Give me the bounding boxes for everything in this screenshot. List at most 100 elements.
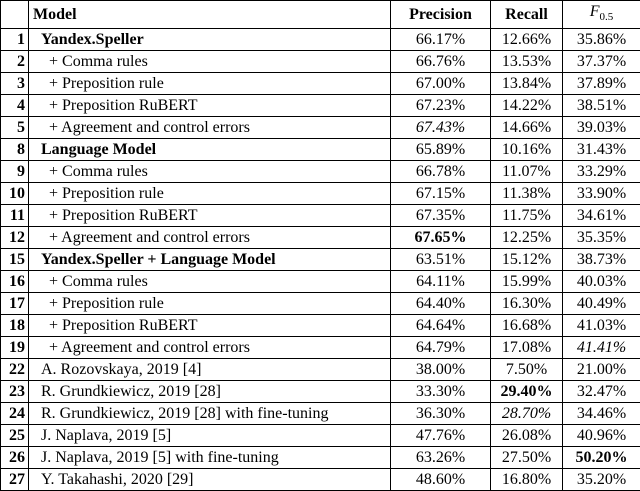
row-number: 19 [1, 337, 29, 359]
metric-value: 38.51% [563, 95, 640, 117]
header-cell: Recall [491, 1, 563, 29]
metric-value: 34.46% [563, 403, 640, 425]
model-name: Yandex.Speller + Language Model [29, 249, 391, 271]
metric-value: 12.66% [491, 29, 563, 51]
metric-value: 29.40% [491, 381, 563, 403]
model-name: Y. Takahashi, 2020 [29] [29, 469, 391, 491]
row-number: 22 [1, 359, 29, 381]
model-name: A. Rozovskaya, 2019 [4] [29, 359, 391, 381]
metric-value: 36.30% [391, 403, 491, 425]
model-name: + Preposition RuBERT [29, 205, 391, 227]
header-cell: F0.5 [563, 1, 640, 29]
metric-value: 14.66% [491, 117, 563, 139]
metric-value: 14.22% [491, 95, 563, 117]
metric-value: 16.80% [491, 469, 563, 491]
row-number: 16 [1, 271, 29, 293]
metric-value: 15.12% [491, 249, 563, 271]
model-name: + Comma rules [29, 51, 391, 73]
model-name: + Agreement and control errors [29, 117, 391, 139]
metric-value: 16.30% [491, 293, 563, 315]
metric-value: 37.89% [563, 73, 640, 95]
model-name: + Preposition RuBERT [29, 315, 391, 337]
metric-value: 37.37% [563, 51, 640, 73]
metric-value: 35.86% [563, 29, 640, 51]
metric-value: 67.65% [391, 227, 491, 249]
row-number: 27 [1, 469, 29, 491]
metric-value: 41.41% [563, 337, 640, 359]
metric-value: 67.43% [391, 117, 491, 139]
metric-value: 39.03% [563, 117, 640, 139]
model-name: J. Naplava, 2019 [5] [29, 425, 391, 447]
metric-value: 12.25% [491, 227, 563, 249]
model-name: + Preposition rule [29, 183, 391, 205]
row-number: 15 [1, 249, 29, 271]
metric-value: 40.03% [563, 271, 640, 293]
metric-symbol: F [590, 3, 600, 20]
metric-value: 32.47% [563, 381, 640, 403]
model-name: + Comma rules [29, 271, 391, 293]
header-row: Model Precision Recall F0.5 [1, 1, 640, 29]
metric-value: 47.76% [391, 425, 491, 447]
metric-value: 64.79% [391, 337, 491, 359]
row-number: 4 [1, 95, 29, 117]
metric-value: 63.26% [391, 447, 491, 469]
model-name: + Preposition rule [29, 73, 391, 95]
metric-value: 64.64% [391, 315, 491, 337]
metric-value: 28.70% [491, 403, 563, 425]
metric-value: 10.16% [491, 139, 563, 161]
metric-value: 11.75% [491, 205, 563, 227]
metric-value: 65.89% [391, 139, 491, 161]
header-cell: Precision [391, 1, 491, 29]
metric-value: 13.84% [491, 73, 563, 95]
metric-value: 26.08% [491, 425, 563, 447]
model-name: R. Grundkiewicz, 2019 [28] with fine-tun… [29, 403, 391, 425]
metric-value: 64.11% [391, 271, 491, 293]
metric-value: 67.23% [391, 95, 491, 117]
metric-value: 67.15% [391, 183, 491, 205]
metric-value: 50.20% [563, 447, 640, 469]
metric-value: 34.61% [563, 205, 640, 227]
metric-value: 66.17% [391, 29, 491, 51]
metric-value: 67.35% [391, 205, 491, 227]
model-name: + Comma rules [29, 161, 391, 183]
metric-value: 66.78% [391, 161, 491, 183]
model-name: Language Model [29, 139, 391, 161]
metric-value: 40.49% [563, 293, 640, 315]
metric-value: 7.50% [491, 359, 563, 381]
metric-value: 66.76% [391, 51, 491, 73]
metric-value: 35.20% [563, 469, 640, 491]
row-number: 9 [1, 161, 29, 183]
row-number: 1 [1, 29, 29, 51]
row-number: 2 [1, 51, 29, 73]
metric-value: 41.03% [563, 315, 640, 337]
metric-value: 16.68% [491, 315, 563, 337]
model-name: + Preposition RuBERT [29, 95, 391, 117]
model-name: J. Naplava, 2019 [5] with fine-tuning [29, 447, 391, 469]
metric-value: 48.60% [391, 469, 491, 491]
metric-value: 33.29% [563, 161, 640, 183]
row-number: 10 [1, 183, 29, 205]
row-number: 26 [1, 447, 29, 469]
metric-value: 11.07% [491, 161, 563, 183]
row-number: 8 [1, 139, 29, 161]
model-name: Yandex.Speller [29, 29, 391, 51]
row-number: 5 [1, 117, 29, 139]
